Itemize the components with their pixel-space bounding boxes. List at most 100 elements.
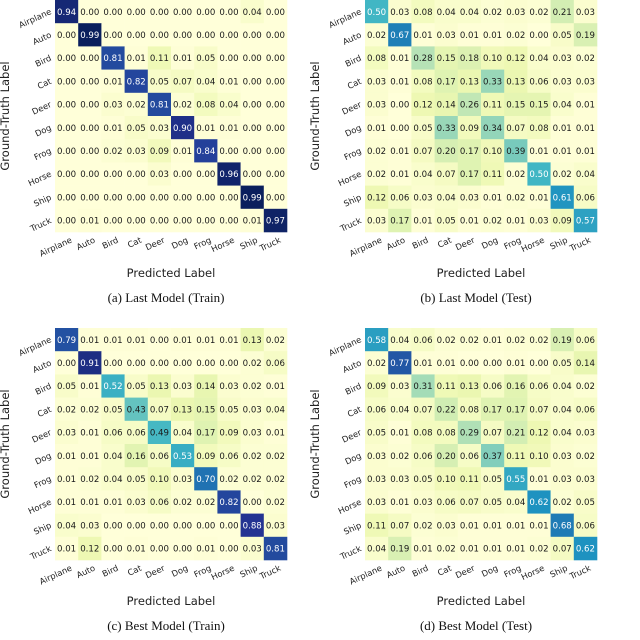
cell-value: 0.07 bbox=[390, 521, 409, 531]
cell-value: 0.00 bbox=[173, 193, 192, 203]
cell-value: 0.12 bbox=[80, 545, 99, 555]
y-axis-label: Ground-Truth Label bbox=[0, 61, 12, 170]
cell-value: 0.00 bbox=[390, 124, 409, 134]
heatmap-cell bbox=[147, 444, 172, 468]
cell-value: 0.06 bbox=[529, 382, 548, 392]
heatmap-cell bbox=[240, 116, 265, 140]
cell-value: 0.01 bbox=[390, 429, 409, 439]
heatmap-cell bbox=[55, 139, 79, 163]
cell-value: 0.17 bbox=[506, 405, 525, 415]
cell-value: 0.01 bbox=[173, 147, 192, 157]
heatmap-cell bbox=[101, 397, 125, 422]
heatmap-cell bbox=[481, 513, 505, 538]
heatmap-cell bbox=[240, 513, 265, 538]
cell-value: 0.11 bbox=[483, 170, 502, 180]
x-tick-label: Frog bbox=[502, 563, 522, 580]
cell-value: 0.00 bbox=[103, 8, 122, 18]
heatmap-cell bbox=[78, 397, 102, 422]
heatmap-cell bbox=[78, 208, 102, 233]
heatmap-cell bbox=[194, 351, 218, 375]
heatmap-cell bbox=[240, 490, 265, 514]
cell-value: 0.11 bbox=[483, 101, 502, 111]
cell-value: 0.09 bbox=[460, 124, 479, 134]
cell-value: 0.00 bbox=[266, 101, 285, 111]
cell-value: 0.15 bbox=[529, 101, 548, 111]
cell-value: 0.04 bbox=[460, 8, 479, 18]
heatmap-cell bbox=[573, 116, 598, 140]
cell-value: 0.05 bbox=[57, 382, 76, 392]
cell-value: 0.16 bbox=[506, 382, 525, 392]
cell-value: 0.04 bbox=[506, 498, 525, 508]
cell-value: 0.06 bbox=[576, 193, 595, 203]
heatmap-cell bbox=[78, 69, 102, 94]
heatmap-cell bbox=[504, 92, 528, 117]
heatmap-cell bbox=[240, 69, 265, 94]
cell-value: 0.99 bbox=[243, 193, 262, 203]
heatmap-cell bbox=[365, 46, 389, 70]
y-tick-label: Horse bbox=[337, 169, 363, 188]
cell-value: 0.01 bbox=[127, 54, 146, 64]
cell-value: 0.08 bbox=[437, 429, 456, 439]
cell-value: 0.07 bbox=[529, 405, 548, 415]
cell-value: 0.00 bbox=[219, 54, 238, 64]
y-tick-label: Airplane bbox=[327, 334, 363, 358]
heatmap-cell bbox=[388, 69, 412, 94]
y-tick-label: Ship bbox=[32, 520, 53, 537]
cell-value: 0.82 bbox=[219, 498, 238, 508]
cell-value: 0.82 bbox=[127, 77, 146, 87]
heatmap-cell bbox=[217, 69, 241, 94]
heatmap-cell bbox=[365, 513, 389, 538]
cell-value: 0.03 bbox=[150, 170, 169, 180]
heatmap-cell bbox=[527, 92, 551, 117]
heatmap-cell bbox=[504, 185, 528, 210]
y-tick-label: Frog bbox=[342, 474, 362, 491]
heatmap-cell bbox=[411, 208, 435, 233]
panel-caption: (d) Best Model (Test) bbox=[420, 618, 532, 633]
heatmap-cell bbox=[457, 0, 482, 24]
cell-value: 0.03 bbox=[127, 498, 146, 508]
heatmap-cell bbox=[411, 513, 435, 538]
cell-value: 0.05 bbox=[553, 359, 572, 369]
heatmap-cell bbox=[101, 139, 125, 163]
cell-value: 0.00 bbox=[460, 359, 479, 369]
cell-value: 0.68 bbox=[553, 521, 572, 531]
cell-value: 0.09 bbox=[196, 452, 215, 462]
cell-value: 0.34 bbox=[483, 124, 502, 134]
x-tick-label: Frog bbox=[192, 563, 212, 580]
y-tick-label: Airplane bbox=[17, 6, 53, 30]
cell-value: 0.94 bbox=[57, 8, 76, 18]
heatmap-cell bbox=[434, 490, 459, 514]
heatmap-cell bbox=[411, 328, 435, 352]
cell-value: 0.00 bbox=[80, 193, 99, 203]
heatmap-cell bbox=[527, 397, 551, 422]
heatmap-cell bbox=[434, 23, 459, 47]
y-tick-label: Frog bbox=[32, 146, 52, 163]
cell-value: 0.06 bbox=[150, 452, 169, 462]
cell-value: 0.04 bbox=[390, 336, 409, 346]
heatmap-cell bbox=[263, 374, 288, 398]
heatmap-cell bbox=[101, 116, 125, 140]
cell-value: 0.00 bbox=[103, 193, 122, 203]
x-tick-label: Dog bbox=[170, 563, 190, 579]
heatmap-cell bbox=[411, 397, 435, 422]
heatmap-cell bbox=[78, 0, 102, 24]
x-tick-label: Truck bbox=[567, 563, 592, 582]
heatmap-cell bbox=[78, 490, 102, 514]
heatmap-cell bbox=[124, 351, 149, 375]
cell-value: 0.04 bbox=[553, 429, 572, 439]
heatmap-cell bbox=[365, 328, 389, 352]
heatmap-cell bbox=[124, 185, 149, 210]
x-tick-label: Ship bbox=[238, 235, 259, 252]
heatmap-cell bbox=[101, 328, 125, 352]
cell-value: 0.02 bbox=[266, 452, 285, 462]
heatmap-cell bbox=[573, 139, 598, 163]
heatmap-cell bbox=[573, 490, 598, 514]
cell-value: 0.08 bbox=[196, 101, 215, 111]
heatmap-cell bbox=[147, 536, 172, 561]
heatmap-cell bbox=[263, 139, 288, 163]
cell-value: 0.04 bbox=[103, 475, 122, 485]
heatmap-cell bbox=[365, 162, 389, 186]
heatmap-cell bbox=[147, 139, 172, 163]
cell-value: 0.02 bbox=[266, 475, 285, 485]
